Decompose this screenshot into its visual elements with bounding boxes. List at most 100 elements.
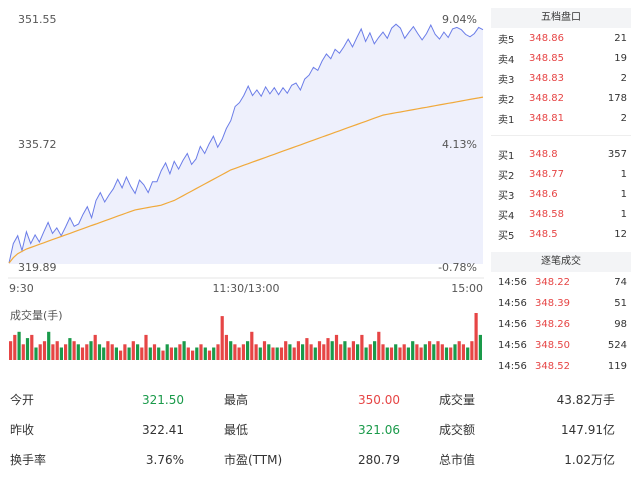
volume-bar [119,350,123,360]
volume-bar [377,331,381,360]
ask-row: 卖4 348.85 19 [491,48,631,68]
y-label-mid: 335.72 [18,138,57,151]
trade-time: 14:56 [498,361,527,372]
y-label-low: 319.89 [18,261,57,274]
bid-row: 买4 348.58 1 [491,204,631,224]
volume-bar [360,334,364,360]
volume-bar [474,313,478,360]
volume-bar [114,347,118,360]
volume-bar [415,344,419,360]
volume-bar [80,347,85,360]
volume-bar [453,344,457,360]
level-price: 348.81 [529,112,564,124]
level-volume: 2 [620,72,627,84]
volume-bar [89,341,93,360]
volume-bar [21,344,25,360]
level-price: 348.6 [529,188,558,200]
volume-bar [199,344,203,360]
volume-bar [233,344,237,360]
volume-bar [182,341,186,360]
intraday-chart[interactable]: 351.55 335.72 319.89 9.04% 4.13% -0.78% … [0,0,490,370]
volume-bar [284,341,288,360]
stats-row-3: 换手率 3.76% 市盈(TTM) 280.79 总市值 1.02万亿 [0,450,640,470]
volume-bar [165,344,169,360]
trade-row: 14:56 348.52 119 [491,356,631,377]
level-price: 348.82 [529,92,564,104]
trade-price: 348.39 [535,298,570,309]
volume-bar [394,344,398,360]
mcap-label: 总市值 [439,453,476,467]
volume-bar [334,334,339,360]
trade-volume: 524 [607,340,627,351]
y-label-high: 351.55 [18,13,57,26]
volume-bar [51,344,55,360]
volume-bar [461,344,465,360]
trade-list: 14:56 348.22 74 14:56 348.39 51 14:56 348.26 98 1… [491,272,631,377]
volume-bar [9,341,13,360]
price-area-fill [9,24,483,265]
volume-bar [148,347,152,360]
volume-bar [478,334,482,360]
level-label: 买3 [498,190,515,202]
volume-bar [72,341,76,360]
trade-volume: 51 [614,298,627,309]
trade-row: 14:56 348.50 524 [491,335,631,356]
volume-bar [254,344,258,360]
volume-bar [55,341,59,360]
volume-bar [64,344,68,360]
volume-bar [351,341,355,360]
level-label: 卖3 [498,74,515,86]
level-volume: 19 [614,52,627,64]
trade-volume: 74 [614,277,627,288]
volume-bar [13,334,17,360]
trade-time: 14:56 [498,319,527,330]
prev-close-label: 昨收 [10,423,35,437]
volume-bar [212,347,216,360]
average-price-line [8,96,484,264]
volume-bar [313,347,317,360]
level-volume: 1 [620,188,627,200]
volume-bar [30,334,34,360]
volume-bar [178,344,182,360]
ask-row: 卖1 348.81 2 [491,108,631,128]
volume-bar [470,341,474,360]
volume-bar [262,341,267,360]
pct-label-mid: 4.13% [442,138,477,151]
volume-bar [157,347,161,360]
level-volume: 2 [620,112,627,124]
mcap-value: 1.02万亿 [564,453,615,467]
level-price: 348.83 [529,72,564,84]
trade-price: 348.50 [535,340,570,351]
volume-title: 成交量(手) [10,308,63,322]
volume-bar [381,344,385,360]
level-volume: 357 [607,148,627,160]
volume-bar [250,331,254,360]
level-label: 买2 [498,170,515,182]
low-label: 最低 [224,423,249,437]
volume-bar [123,344,127,360]
level-label: 买1 [498,150,515,162]
level-price: 348.8 [529,148,558,160]
level-label: 买5 [498,230,515,242]
volume-bar [34,347,38,360]
trade-volume: 119 [607,361,627,372]
volume-bar [411,341,415,360]
volume-bar [76,344,80,360]
volume-bar [364,347,368,360]
pe-value: 280.79 [358,453,400,467]
trade-volume: 98 [614,319,627,330]
volume-bar [343,341,347,360]
volume-bar [389,347,394,360]
ask-row: 卖5 348.86 21 [491,28,631,48]
volume-bar [428,341,432,360]
turnover-value: 3.76% [145,453,184,467]
volume-bar [330,341,334,360]
bid-row: 买5 348.5 12 [491,224,631,244]
volume-bar [419,347,423,360]
volume-bar [161,350,165,360]
volume-bar [444,347,449,360]
volume-bar [339,344,343,360]
pe-label: 市盈(TTM) [224,453,283,467]
volume-bar [237,347,241,360]
level-label: 卖1 [498,114,515,126]
